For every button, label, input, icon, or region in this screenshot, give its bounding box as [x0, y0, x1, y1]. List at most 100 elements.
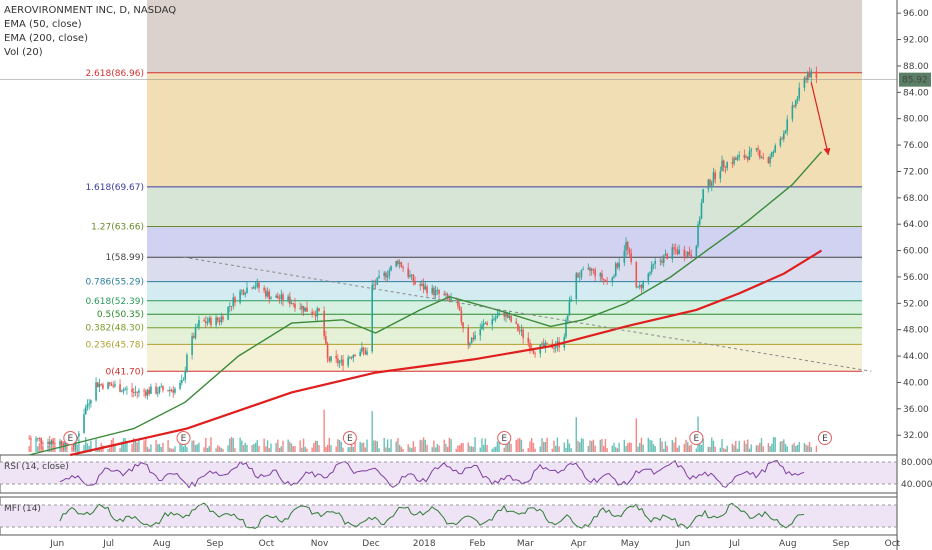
candle-body — [712, 172, 715, 183]
candle-body — [338, 361, 341, 364]
candle-body — [458, 306, 461, 311]
candle-body — [772, 152, 775, 153]
candle-body — [625, 242, 627, 251]
volume-bar — [122, 438, 125, 452]
volume-bar — [330, 445, 332, 452]
volume-bar — [731, 443, 734, 452]
volume-bar — [76, 444, 78, 452]
volume-bar — [280, 446, 282, 452]
candle-body — [611, 277, 614, 282]
candle-body — [554, 346, 557, 349]
volume-bar — [723, 448, 725, 452]
y-tick-label: 52.00 — [903, 299, 929, 309]
volume-bar — [37, 446, 39, 452]
volume-bar — [651, 440, 653, 452]
candle-body — [544, 342, 547, 348]
candle-body — [421, 283, 423, 286]
volume-bar — [158, 443, 161, 452]
candle-body — [299, 308, 301, 310]
volume-bar — [769, 446, 771, 452]
candle-body — [529, 342, 531, 350]
volume-bar — [469, 445, 471, 452]
candle-body — [222, 316, 224, 320]
ema50-legend[interactable]: EMA (50, close) — [4, 19, 82, 30]
candle-body — [803, 77, 806, 88]
candle-body — [95, 382, 97, 401]
volume-bar — [639, 442, 641, 452]
volume-bar — [78, 440, 80, 452]
y-tick-label: 68.00 — [903, 194, 929, 204]
volume-bar — [733, 445, 735, 452]
ema200-legend[interactable]: EMA (200, close) — [4, 33, 88, 44]
volume-bar — [203, 447, 205, 452]
candle-body — [282, 294, 284, 301]
volume-bar — [515, 439, 517, 452]
candle-body — [167, 390, 169, 392]
candle-body — [436, 290, 439, 291]
candle-body — [587, 267, 590, 270]
candle-body — [467, 327, 470, 346]
candle-body — [388, 270, 391, 276]
fib-zone — [147, 344, 862, 372]
volume-bar — [767, 443, 770, 452]
volume-bar — [556, 437, 559, 452]
volume-bar — [146, 446, 149, 452]
candle-body — [258, 282, 260, 288]
candle-body — [239, 291, 241, 303]
candle-body — [48, 441, 51, 445]
volume-bar — [217, 445, 219, 452]
candle-body — [112, 385, 114, 387]
candle-body — [733, 158, 735, 164]
volume-bar — [553, 440, 555, 452]
candle-body — [352, 354, 355, 359]
candle-body — [757, 148, 759, 151]
candle-body — [702, 189, 704, 203]
candle-body — [138, 390, 140, 393]
volume-bar — [755, 445, 758, 452]
volume-bar — [661, 441, 663, 452]
candle-body — [673, 247, 675, 250]
volume-bar — [748, 448, 751, 452]
volume-bar — [155, 440, 157, 452]
volume-bar — [455, 448, 457, 452]
candle-body — [244, 293, 247, 295]
candle-body — [278, 298, 281, 300]
candle-body — [313, 313, 315, 315]
candle-body — [184, 371, 187, 380]
candle-body — [678, 249, 680, 254]
candle-body — [769, 156, 771, 164]
volume-bar — [86, 443, 89, 452]
volume-bars — [28, 409, 818, 452]
volume-bar — [287, 439, 289, 452]
candle-body — [686, 251, 689, 257]
earnings-marker-label: E — [347, 434, 353, 444]
x-tick-label: Aug — [779, 539, 797, 549]
volume-bar — [448, 437, 451, 452]
volume-bar — [338, 439, 341, 452]
volume-bar — [299, 440, 301, 452]
volume-bar — [599, 439, 601, 452]
chart-legend: AEROVIRONMENT INC, D, NASDAQ EMA (50, cl… — [4, 4, 176, 60]
candle-body — [84, 407, 87, 415]
candle-body — [719, 171, 722, 179]
volume-bar — [795, 445, 797, 452]
volume-bar — [546, 437, 548, 452]
fib-level-label: 0.786(55.29) — [85, 278, 144, 288]
volume-bar — [726, 445, 728, 452]
earnings-marker — [497, 431, 512, 445]
candle-body — [230, 306, 233, 307]
volume-bar — [335, 446, 337, 452]
candle-body — [294, 303, 296, 309]
volume-bar — [150, 444, 152, 452]
volume-bar — [568, 443, 571, 452]
vol-legend[interactable]: Vol (20) — [4, 47, 43, 58]
forecast-arrow-head — [823, 147, 831, 155]
y-tick-label: 92.00 — [903, 36, 929, 46]
candle-body — [613, 276, 615, 278]
volume-bar — [695, 448, 698, 452]
candle-body — [232, 297, 235, 307]
candle-body — [710, 182, 713, 186]
volume-bar — [582, 438, 584, 452]
earnings-marker-label: E — [501, 434, 507, 444]
